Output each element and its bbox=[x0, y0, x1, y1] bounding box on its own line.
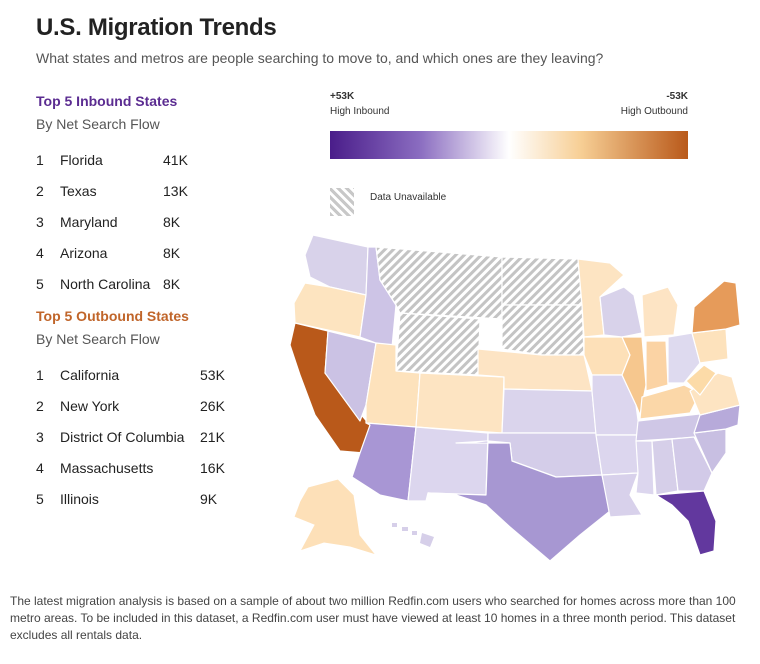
row-state-name: Florida bbox=[60, 151, 103, 168]
state-nevada[interactable] bbox=[324, 330, 377, 422]
row-rank: 4 bbox=[36, 244, 44, 261]
outbound-row: 1 California 53K bbox=[36, 359, 225, 390]
inbound-row: 2 Texas 13K bbox=[36, 175, 188, 206]
state-illinois[interactable] bbox=[621, 336, 647, 416]
legend-gradient-bar bbox=[330, 131, 688, 159]
state-indiana[interactable] bbox=[645, 340, 669, 392]
row-value: 13K bbox=[163, 182, 188, 199]
state-south-dakota[interactable] bbox=[501, 304, 585, 356]
inbound-list-subtitle: By Net Search Flow bbox=[36, 116, 160, 132]
row-rank: 3 bbox=[36, 428, 44, 445]
row-rank: 1 bbox=[36, 151, 44, 168]
state-new-york[interactable] bbox=[691, 280, 740, 334]
row-value: 8K bbox=[163, 275, 181, 292]
state-west-virginia[interactable] bbox=[685, 364, 717, 396]
outbound-row: 5 Illinois 9K bbox=[36, 483, 225, 514]
row-value: 21K bbox=[200, 428, 225, 445]
outbound-row: 3 District Of Columbia 21K bbox=[36, 421, 225, 452]
row-rank: 1 bbox=[36, 366, 44, 383]
us-states-map bbox=[289, 234, 740, 562]
row-value: 9K bbox=[200, 490, 218, 507]
state-arkansas[interactable] bbox=[595, 434, 641, 476]
row-value: 8K bbox=[163, 213, 181, 230]
outbound-states-list: Top 5 Outbound States By Net Search Flow… bbox=[36, 308, 225, 514]
page-subtitle: What states and metros are people search… bbox=[36, 50, 604, 66]
row-state-name: District Of Columbia bbox=[60, 428, 185, 445]
footnote: The latest migration analysis is based o… bbox=[10, 594, 736, 642]
state-ohio[interactable] bbox=[667, 332, 701, 384]
row-rank: 5 bbox=[36, 275, 44, 292]
state-new-mexico[interactable] bbox=[407, 426, 489, 502]
state-mississippi[interactable] bbox=[635, 440, 655, 496]
row-value: 26K bbox=[200, 397, 225, 414]
row-rank: 4 bbox=[36, 459, 44, 476]
outbound-row: 4 Massachusetts 16K bbox=[36, 452, 225, 483]
row-rank: 2 bbox=[36, 397, 44, 414]
state-iowa[interactable] bbox=[583, 336, 631, 376]
legend-outbound-label: High Outbound bbox=[620, 106, 688, 117]
state-kansas[interactable] bbox=[501, 388, 597, 434]
page-title: U.S. Migration Trends bbox=[36, 14, 277, 41]
row-rank: 5 bbox=[36, 490, 44, 507]
data-unavailable-legend: Data Unavailable bbox=[330, 188, 446, 216]
legend-inbound-value: +53K bbox=[330, 91, 355, 102]
row-state-name: North Carolina bbox=[60, 275, 151, 292]
data-unavailable-label: Data Unavailable bbox=[370, 192, 447, 203]
state-colorado[interactable] bbox=[415, 372, 505, 434]
row-value: 53K bbox=[200, 366, 225, 383]
state-hawaii[interactable] bbox=[392, 523, 434, 547]
state-florida[interactable] bbox=[655, 490, 717, 556]
inbound-row: 5 North Carolina 8K bbox=[36, 268, 188, 299]
row-value: 41K bbox=[163, 151, 188, 168]
row-rank: 2 bbox=[36, 182, 44, 199]
row-rank: 3 bbox=[36, 213, 44, 230]
row-state-name: Maryland bbox=[60, 213, 118, 230]
state-texas[interactable] bbox=[427, 440, 611, 562]
row-state-name: New York bbox=[60, 397, 120, 414]
row-state-name: Texas bbox=[60, 182, 97, 199]
row-value: 8K bbox=[163, 244, 181, 261]
outbound-row: 2 New York 26K bbox=[36, 390, 225, 421]
inbound-states-list: Top 5 Inbound States By Net Search Flow … bbox=[36, 93, 188, 299]
outbound-list-subtitle: By Net Search Flow bbox=[36, 331, 160, 347]
outbound-list-title: Top 5 Outbound States bbox=[36, 308, 189, 324]
state-wyoming[interactable] bbox=[395, 312, 481, 376]
legend-inbound-label: High Inbound bbox=[330, 106, 390, 117]
state-georgia[interactable] bbox=[671, 436, 713, 492]
inbound-row: 1 Florida 41K bbox=[36, 144, 188, 175]
row-state-name: Massachusetts bbox=[60, 459, 154, 476]
inbound-list-title: Top 5 Inbound States bbox=[36, 93, 178, 109]
row-state-name: California bbox=[60, 366, 120, 383]
state-north-dakota[interactable] bbox=[501, 256, 583, 306]
row-state-name: Arizona bbox=[60, 244, 108, 261]
state-alaska[interactable] bbox=[293, 478, 378, 556]
hatched-swatch bbox=[330, 188, 354, 216]
inbound-row: 4 Arizona 8K bbox=[36, 237, 188, 268]
row-value: 16K bbox=[200, 459, 225, 476]
state-louisiana[interactable] bbox=[601, 472, 643, 518]
legend-outbound-value: -53K bbox=[666, 91, 688, 102]
row-state-name: Illinois bbox=[60, 490, 99, 507]
state-michigan[interactable] bbox=[641, 286, 679, 338]
state-wisconsin[interactable] bbox=[599, 286, 643, 338]
inbound-row: 3 Maryland 8K bbox=[36, 206, 188, 237]
